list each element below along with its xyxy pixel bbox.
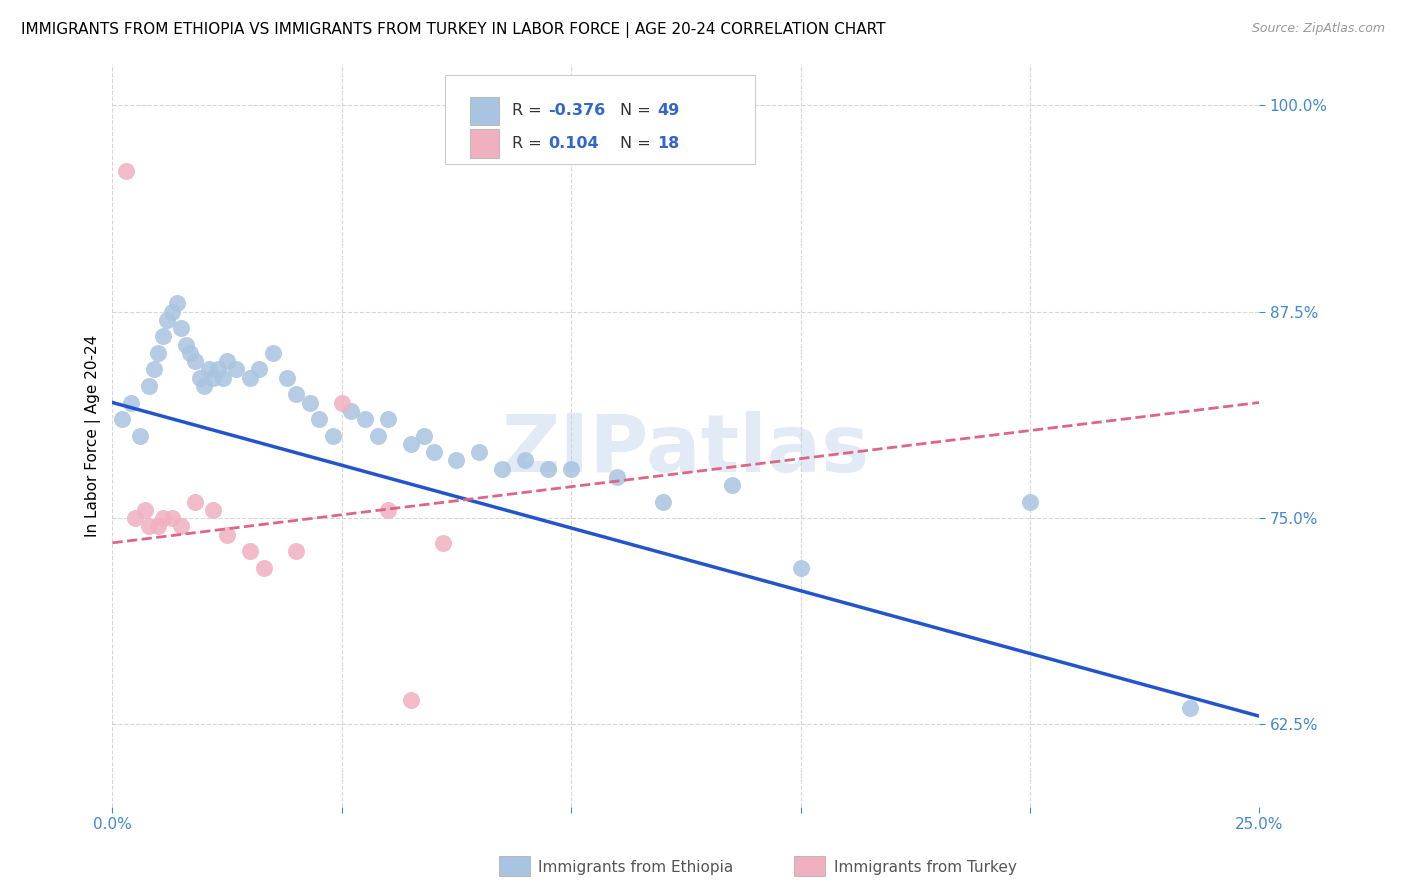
Point [253,560,276,574]
Point [148,346,170,360]
Point [170,321,193,335]
Point [340,403,363,417]
Point [202,370,225,384]
Text: -0.376: -0.376 [548,103,606,119]
Point [446,453,468,467]
Point [468,445,491,459]
Point [262,346,284,360]
Y-axis label: In Labor Force | Age 20-24: In Labor Force | Age 20-24 [86,334,101,537]
Text: 49: 49 [657,103,679,119]
Point [491,461,513,475]
Point [298,395,321,409]
Point [193,379,215,393]
Point [606,470,628,484]
Point [184,354,207,368]
Point [330,395,353,409]
Point [152,511,174,525]
Point [217,527,239,541]
Point [308,412,330,426]
Text: Immigrants from Ethiopia: Immigrants from Ethiopia [538,860,734,874]
Point [134,503,156,517]
Point [211,370,233,384]
Point [124,511,146,525]
Point [239,370,262,384]
Point [179,346,201,360]
Text: R =: R = [512,103,547,119]
FancyBboxPatch shape [470,129,499,158]
Point [138,379,160,393]
Point [537,461,560,475]
Point [188,370,211,384]
Point [247,362,270,376]
Point [142,362,165,376]
Point [110,412,132,426]
Point [399,437,422,451]
Point [148,519,170,533]
Point [156,313,179,327]
Point [152,329,174,343]
Point [129,428,152,442]
Point [720,478,742,492]
Text: 0.104: 0.104 [548,136,599,151]
Point [120,395,142,409]
Text: Source: ZipAtlas.com: Source: ZipAtlas.com [1251,22,1385,36]
Point [197,362,219,376]
Point [515,453,537,467]
FancyBboxPatch shape [470,96,499,125]
Point [651,494,673,508]
Point [413,428,436,442]
Point [115,164,138,178]
FancyBboxPatch shape [446,75,755,164]
Point [276,370,298,384]
Point [166,296,188,310]
Text: N =: N = [620,136,657,151]
Point [170,519,193,533]
Point [174,337,197,351]
Point [239,544,262,558]
Point [367,428,389,442]
Point [422,445,444,459]
Point [377,503,399,517]
Text: R =: R = [512,136,547,151]
Point [202,503,225,517]
Point [322,428,344,442]
Point [789,560,811,574]
Point [138,519,160,533]
Point [160,304,183,318]
Point [284,544,307,558]
Text: 18: 18 [657,136,679,151]
Point [560,461,582,475]
Text: Immigrants from Turkey: Immigrants from Turkey [834,860,1017,874]
Text: ZIPatlas: ZIPatlas [502,411,870,490]
Point [353,412,375,426]
Point [399,692,422,706]
Point [207,362,229,376]
Point [217,354,239,368]
Point [160,511,183,525]
Point [432,536,454,550]
Point [1019,494,1042,508]
Text: N =: N = [620,103,657,119]
Point [225,362,247,376]
Point [184,494,207,508]
Point [284,387,307,401]
Point [1180,701,1202,715]
Text: IMMIGRANTS FROM ETHIOPIA VS IMMIGRANTS FROM TURKEY IN LABOR FORCE | AGE 20-24 CO: IMMIGRANTS FROM ETHIOPIA VS IMMIGRANTS F… [21,22,886,38]
Point [377,412,399,426]
